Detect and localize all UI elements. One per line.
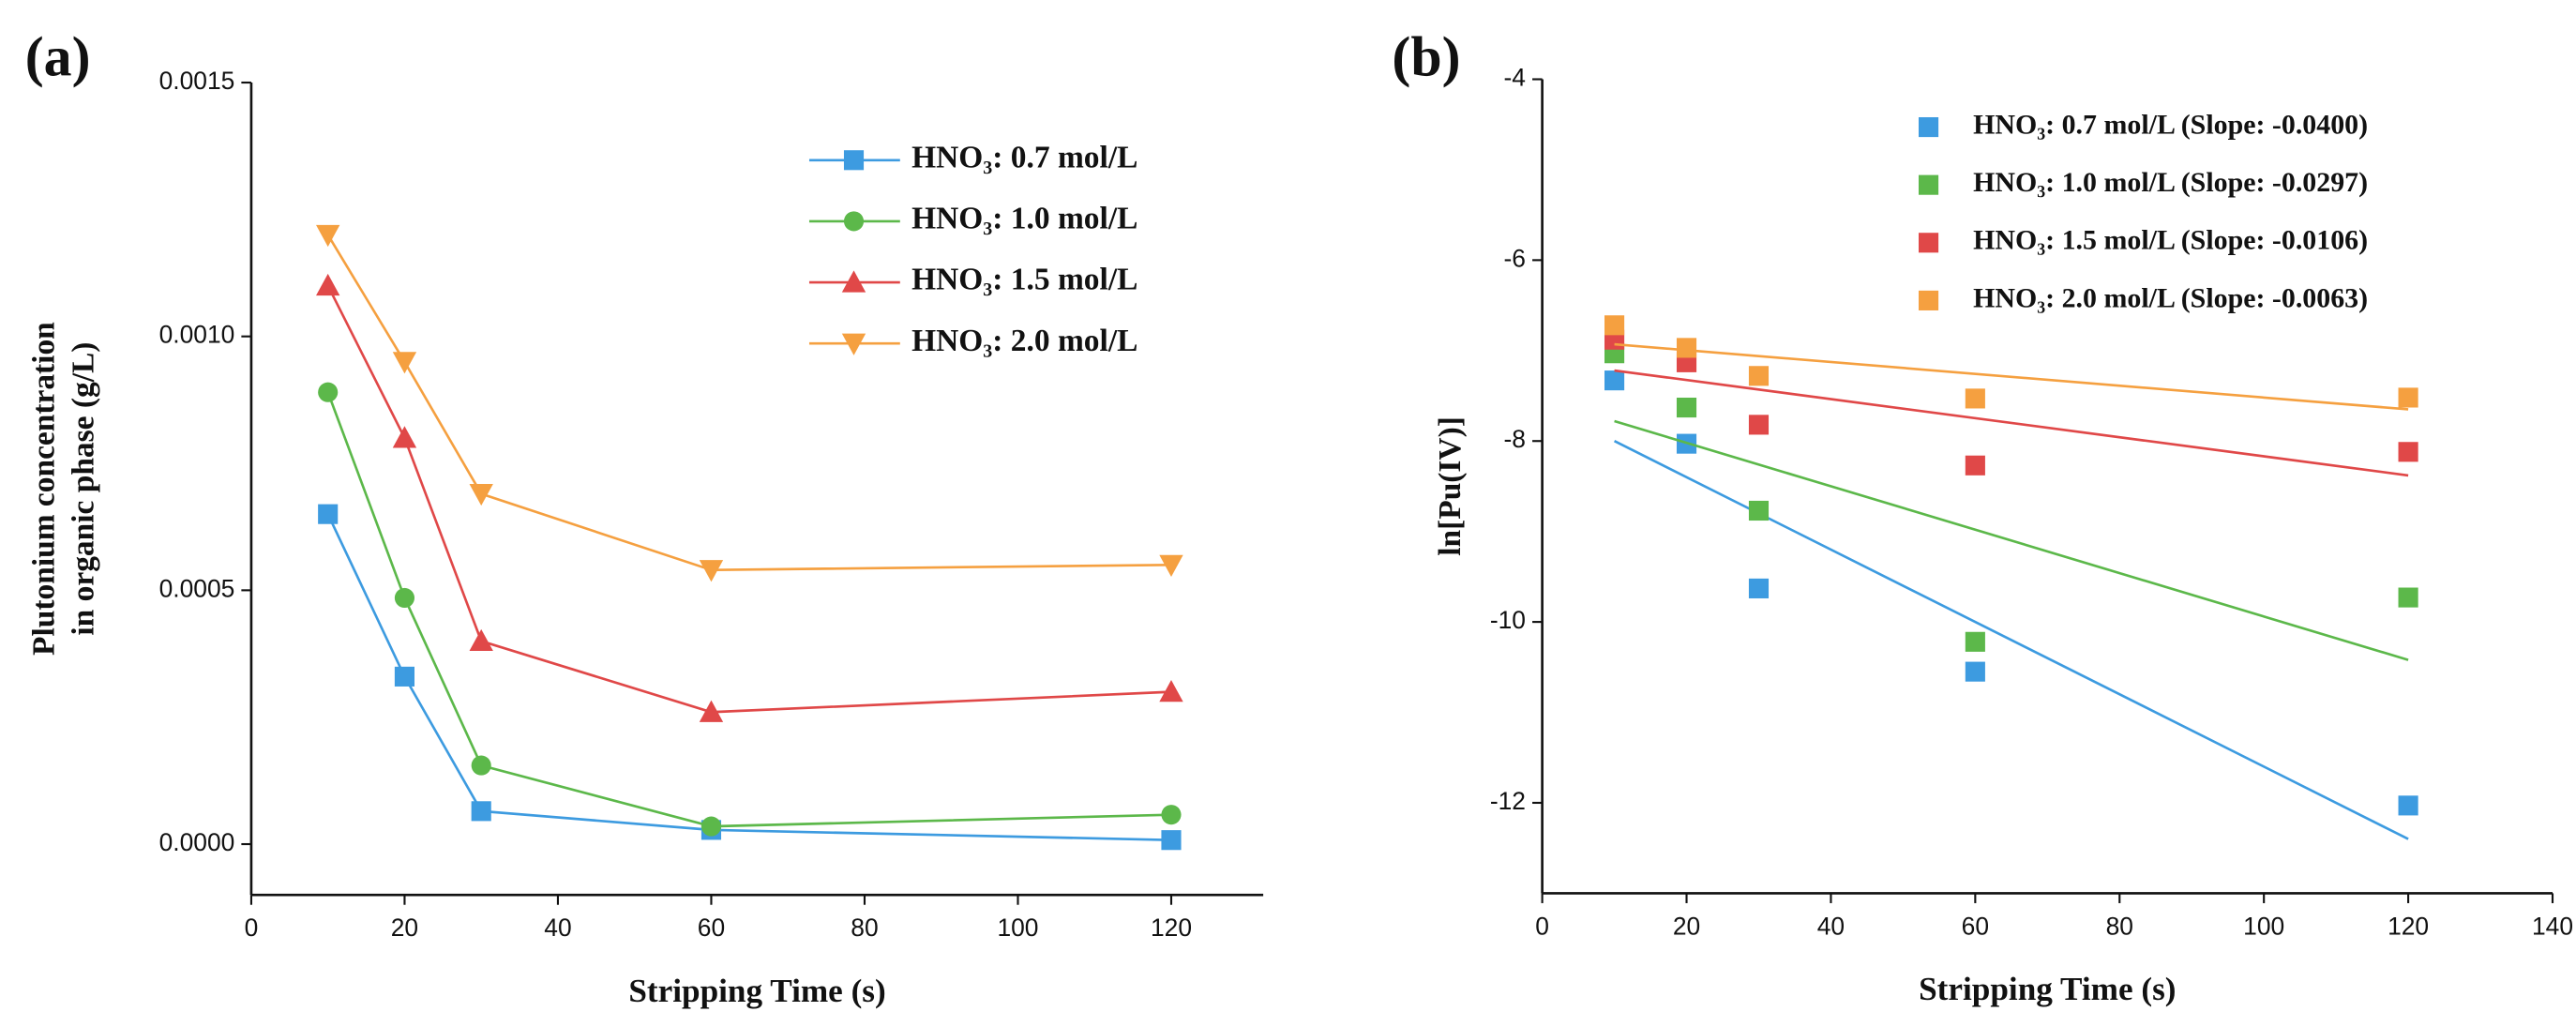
x-tick-label: 40 — [1817, 912, 1845, 940]
panel-label: (b) — [1392, 26, 1460, 88]
x-tick-label: 80 — [851, 914, 878, 942]
data-point — [1604, 370, 1625, 391]
data-point — [1748, 578, 1770, 598]
data-point — [394, 587, 415, 609]
x-tick-label: 80 — [2106, 912, 2133, 940]
fit-line — [1614, 369, 2409, 477]
data-point — [1965, 631, 1985, 652]
fit-line — [1614, 342, 2409, 411]
data-point — [1965, 661, 1985, 682]
y-axis-label: in organic phase (g/L) — [67, 342, 101, 636]
data-point — [1748, 500, 1770, 521]
x-tick-label: 120 — [1151, 914, 1192, 942]
data-point — [2398, 587, 2418, 608]
x-tick-label: 0 — [245, 914, 259, 942]
legend-label: HNO₃: 1.5 mol/L — [911, 263, 1137, 297]
data-point — [1965, 388, 1985, 409]
legend-marker — [1918, 233, 1939, 253]
x-tick-label: 140 — [2532, 912, 2573, 940]
legend-marker — [841, 270, 866, 293]
fit-line — [1614, 419, 2409, 661]
y-tick-label: -6 — [1504, 244, 1526, 272]
legend-marker — [841, 333, 866, 355]
series-line — [326, 513, 1172, 842]
y-tick-label: -8 — [1504, 425, 1526, 453]
data-point — [700, 816, 722, 837]
data-point — [469, 483, 493, 506]
legend-label: HNO₃: 1.5 mol/L (Slope: -0.0106) — [1973, 225, 2368, 256]
y-tick-label: -10 — [1490, 606, 1526, 634]
data-point — [1159, 679, 1183, 702]
x-tick-label: 60 — [1962, 912, 1989, 940]
y-axis-label: Plutonium concentration — [26, 322, 61, 656]
legend-marker — [1918, 290, 1939, 310]
legend-marker — [843, 150, 865, 171]
x-tick-label: 100 — [2243, 912, 2284, 940]
data-point — [471, 801, 491, 822]
data-point — [699, 700, 724, 722]
data-point — [2398, 795, 2418, 816]
series-line — [326, 391, 1172, 828]
data-point — [699, 560, 724, 582]
data-point — [471, 755, 491, 776]
data-point — [1748, 366, 1770, 386]
legend-label: HNO₃: 0.7 mol/L (Slope: -0.0400) — [1973, 109, 2368, 140]
legend-label: HNO₃: 2.0 mol/L — [911, 324, 1137, 358]
data-point — [392, 352, 417, 374]
x-axis-label: Stripping Time (s) — [628, 973, 885, 1009]
data-point — [392, 426, 417, 448]
x-tick-label: 60 — [698, 914, 725, 942]
data-point — [469, 628, 493, 652]
panel-label: (a) — [25, 26, 91, 88]
data-point — [1676, 338, 1697, 358]
legend-label: HNO₃: 1.0 mol/L (Slope: -0.0297) — [1973, 167, 2368, 198]
legend-label: HNO₃: 0.7 mol/L — [911, 140, 1137, 174]
data-point — [1748, 415, 1770, 435]
data-point — [1604, 315, 1625, 336]
data-point — [2398, 387, 2418, 408]
x-tick-label: 0 — [1535, 912, 1549, 940]
data-point — [316, 273, 340, 296]
legend-label: HNO₃: 1.0 mol/L — [911, 202, 1137, 236]
y-tick-label: 0.0005 — [159, 574, 235, 602]
x-tick-label: 40 — [544, 914, 571, 942]
data-point — [1161, 830, 1182, 851]
data-point — [2398, 442, 2418, 462]
data-point — [1159, 554, 1183, 577]
data-point — [394, 666, 415, 687]
data-point — [318, 504, 339, 524]
data-point — [1161, 805, 1182, 825]
y-tick-label: 0.0015 — [159, 67, 235, 95]
data-point — [316, 224, 340, 248]
y-axis-label: ln[Pu(IV)] — [1433, 416, 1468, 556]
data-point — [1676, 397, 1697, 418]
x-tick-label: 20 — [391, 914, 418, 942]
y-tick-label: -4 — [1504, 63, 1526, 91]
legend-marker — [1918, 116, 1939, 138]
y-tick-label: 0.0010 — [159, 321, 235, 349]
legend-marker — [843, 211, 865, 232]
y-tick-label: -12 — [1490, 787, 1526, 815]
legend-label: HNO₃: 2.0 mol/L (Slope: -0.0063) — [1973, 282, 2368, 313]
y-tick-label: 0.0000 — [159, 828, 235, 856]
x-tick-label: 120 — [2388, 912, 2429, 940]
x-tick-label: 20 — [1673, 912, 1700, 940]
data-point — [1965, 455, 1985, 476]
fit-line — [1613, 440, 2409, 840]
data-point — [318, 382, 339, 402]
x-tick-label: 100 — [997, 914, 1038, 942]
x-axis-label: Stripping Time (s) — [1919, 971, 2176, 1007]
legend-marker — [1918, 174, 1939, 195]
